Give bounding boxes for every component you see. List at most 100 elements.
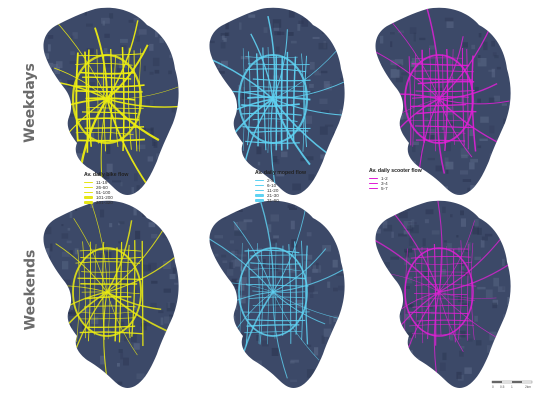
street-segment — [412, 53, 416, 147]
scale-bar-segment — [492, 381, 502, 383]
arterial-road — [106, 44, 149, 100]
arterial-road — [438, 291, 497, 299]
legend-label: 201-320 — [96, 200, 113, 205]
arterial-road — [438, 291, 464, 352]
legend-swatch — [84, 201, 93, 204]
street-segment — [421, 247, 424, 344]
arterial-road — [106, 98, 160, 142]
scale-tick-3: 2km — [525, 385, 531, 389]
arterial-road — [272, 266, 345, 293]
arterial-road — [438, 98, 473, 158]
street-segment — [255, 53, 259, 147]
street-segment — [262, 47, 267, 151]
legend-bike-item: 101-200 — [84, 195, 128, 200]
legend-moped-item: 31-60 — [255, 198, 306, 203]
legend-bike-item: 201-320 — [84, 200, 128, 205]
street-segment — [114, 247, 118, 342]
legend-label: 1-2 — [381, 176, 388, 181]
legend-bike-item: 11-19 — [84, 180, 128, 185]
arterial-road — [437, 98, 446, 174]
legend-swatch — [255, 189, 264, 192]
legend-swatch — [369, 187, 378, 190]
legend-label: 11-20 — [267, 188, 279, 193]
street-segment — [467, 243, 470, 341]
street-segment — [249, 296, 305, 300]
street-segment — [87, 241, 91, 342]
legend-label: 101-200 — [96, 195, 113, 200]
street-segment — [411, 63, 470, 67]
arterial-road — [106, 98, 179, 108]
arterial-road — [438, 83, 498, 100]
arterial-road — [392, 211, 440, 293]
street-segment — [267, 241, 271, 345]
legend-label: 31-60 — [267, 198, 279, 203]
arterial-road — [272, 291, 345, 323]
legend-moped-title: Av. daily moped flow — [255, 170, 307, 176]
street-segment — [85, 97, 135, 101]
street-segment — [247, 319, 306, 322]
arterial-road — [375, 238, 440, 293]
street-segment — [461, 48, 465, 146]
legend-moped-item: 6-10 — [255, 183, 306, 188]
legend-swatch — [84, 196, 93, 199]
arterial-road — [438, 24, 493, 100]
street-segment — [131, 240, 136, 337]
arterial-road — [272, 75, 345, 100]
street-segment — [426, 247, 430, 340]
map-weekends-moped — [209, 200, 345, 389]
arterial-road — [272, 29, 288, 100]
legend-swatch — [84, 186, 93, 189]
ring-road — [238, 247, 308, 337]
arterial-road — [270, 98, 280, 196]
legend-bike-item: 51-100 — [84, 190, 128, 195]
legend-scooter-item: 5-7 — [369, 186, 422, 191]
street-segment — [408, 56, 412, 146]
map-weekdays-scooter — [375, 7, 511, 196]
legend-scooter: Av. daily scooter flow 1-2 3-4 5-7 — [369, 168, 422, 191]
legend-swatch — [255, 180, 264, 181]
scale-tick-0: 0 — [492, 385, 494, 389]
street-segment — [126, 244, 131, 339]
legend-moped-item: 21-30 — [255, 193, 306, 198]
arterial-road — [375, 93, 440, 100]
legend-swatch — [255, 184, 264, 187]
arterial-road — [73, 218, 108, 293]
legend-moped-item: 11-20 — [255, 188, 306, 193]
legend-swatch — [369, 178, 378, 179]
legend-scooter-item: 3-4 — [369, 181, 422, 186]
legend-label: 5-7 — [381, 186, 388, 191]
street-segment — [86, 325, 136, 329]
street-segment — [417, 319, 472, 322]
street-segment — [413, 70, 474, 73]
map-weekdays-bike — [43, 7, 179, 196]
street-segment — [96, 49, 99, 144]
street-segment — [127, 47, 132, 150]
street-segment — [301, 240, 304, 341]
street-segment — [466, 49, 469, 150]
street-segment — [79, 249, 142, 252]
arterial-road — [43, 78, 108, 100]
arterial-road — [106, 98, 149, 187]
street-segment — [250, 276, 306, 280]
flow-network — [209, 201, 345, 379]
street-segment — [413, 275, 466, 278]
street-segment — [245, 248, 250, 346]
ring-road — [404, 54, 474, 144]
street-segment — [75, 52, 79, 142]
arterial-road — [106, 291, 162, 310]
arterial-road — [90, 201, 108, 293]
legend-moped: Av. daily moped flow 2-5 6-10 11-20 21-30 31… — [255, 170, 306, 203]
street-segment — [245, 56, 298, 58]
flow-network — [43, 16, 179, 196]
street-segment — [121, 47, 125, 152]
arterial-road — [250, 33, 274, 100]
arterial-road — [272, 248, 327, 293]
scale-bar-segment — [512, 381, 522, 383]
street-segment — [409, 324, 475, 327]
arterial-road — [106, 82, 179, 100]
street-segment — [81, 270, 133, 273]
street-segment — [250, 254, 308, 257]
street-segment — [250, 262, 301, 265]
ring-road — [237, 53, 309, 145]
arterial-road — [53, 67, 108, 100]
